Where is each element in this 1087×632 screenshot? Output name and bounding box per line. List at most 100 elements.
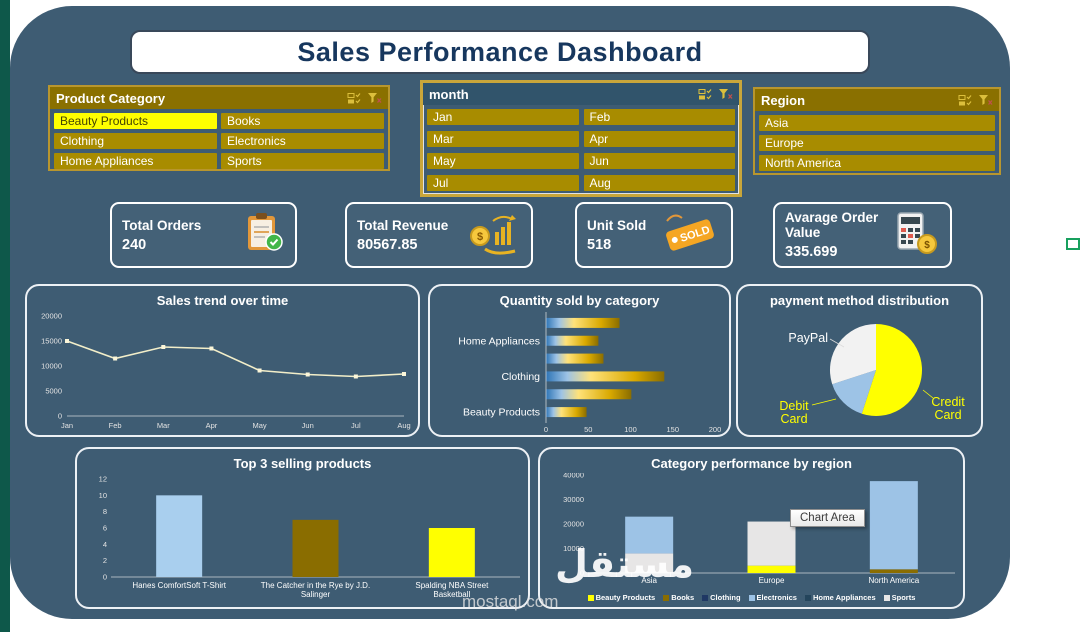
multi-select-icon[interactable] xyxy=(347,92,362,105)
region-performance-chart[interactable]: 0 10000 20000 30000 40000 Asia Europe North Ame… xyxy=(540,471,963,607)
svg-text:Apr: Apr xyxy=(206,421,218,430)
slicer-item-europe[interactable]: Europe xyxy=(759,135,995,151)
kpi-label: Unit Sold xyxy=(587,217,647,233)
svg-text:0: 0 xyxy=(580,569,584,578)
slicer-item-apr[interactable]: Apr xyxy=(583,131,735,147)
top-products-chart[interactable]: 0 2 4 6 8 10 12 Hanes ComfortSoft T-Shirt The Ca… xyxy=(77,471,528,607)
kpi-label: Total Revenue xyxy=(357,217,449,233)
slicer-item-feb[interactable]: Feb xyxy=(583,109,735,125)
money-growth-icon: $ xyxy=(467,210,521,261)
kpi-unit-sold: Unit Sold 518 SOLD xyxy=(575,202,733,268)
sales-trend-panel: Sales trend over time 0 5000 10000 15000 200… xyxy=(25,284,420,437)
slicer-item-electronics[interactable]: Electronics xyxy=(221,133,384,149)
slicer-item-mar[interactable]: Mar xyxy=(427,131,579,147)
svg-text:Europe: Europe xyxy=(759,576,785,585)
cell-selection-marker xyxy=(1066,238,1080,250)
svg-text:15000: 15000 xyxy=(41,337,62,346)
slicer-item-may[interactable]: May xyxy=(427,153,579,169)
svg-text:$: $ xyxy=(477,231,483,243)
slicer-item-jun[interactable]: Jun xyxy=(583,153,735,169)
slicer-item-beauty-products[interactable]: Beauty Products xyxy=(54,113,217,129)
svg-text:10: 10 xyxy=(99,491,107,500)
slicer-item-jul[interactable]: Jul xyxy=(427,175,579,191)
svg-text:Salinger: Salinger xyxy=(301,590,331,599)
svg-text:Card: Card xyxy=(780,412,807,426)
legend-item-beauty-products: Beauty Products xyxy=(587,593,655,602)
kpi-value: 80567.85 xyxy=(357,236,418,253)
multi-select-icon[interactable] xyxy=(958,94,973,107)
slicer-item-books[interactable]: Books xyxy=(221,113,384,129)
slicer-header-month: month xyxy=(423,83,739,105)
svg-text:5000: 5000 xyxy=(45,387,62,396)
svg-text:May: May xyxy=(252,421,266,430)
svg-text:Jan: Jan xyxy=(61,421,73,430)
svg-text:Jul: Jul xyxy=(351,421,361,430)
slicer-item-home-appliances[interactable]: Home Appliances xyxy=(54,153,217,169)
slicer-item-north-america[interactable]: North America xyxy=(759,155,995,171)
svg-text:0: 0 xyxy=(58,412,62,421)
slicer-header-product-category: Product Category xyxy=(50,87,388,109)
svg-text:Jun: Jun xyxy=(302,421,314,430)
svg-text:10000: 10000 xyxy=(563,544,584,553)
watermark-arabic: مستقل xyxy=(555,542,694,586)
slicer-item-clothing[interactable]: Clothing xyxy=(54,133,217,149)
svg-text:Feb: Feb xyxy=(109,421,122,430)
kpi-value: 518 xyxy=(587,236,612,253)
payment-method-chart[interactable]: PayPal Debit Card Credit Card xyxy=(738,308,981,438)
svg-text:0: 0 xyxy=(103,573,107,582)
slicer-month: month Jan Feb Mar Apr May Jun Jul Aug xyxy=(420,80,742,197)
svg-text:Spalding NBA Street: Spalding NBA Street xyxy=(415,581,489,590)
region-performance-panel: Category performance by region 0 10000 200… xyxy=(538,447,965,609)
quantity-by-category-chart[interactable]: Home Appliances Clothing Beauty Products 0 5… xyxy=(430,308,729,438)
svg-text:Aug: Aug xyxy=(397,421,410,430)
svg-text:50: 50 xyxy=(584,425,592,434)
kpi-total-orders: Total Orders 240 xyxy=(110,202,297,268)
left-edge-strip xyxy=(0,0,10,632)
legend-item-electronics: Electronics xyxy=(748,593,797,602)
svg-text:North America: North America xyxy=(868,576,919,585)
slicer-title: Region xyxy=(761,92,806,108)
watermark-domain: mostaql.com xyxy=(462,592,559,611)
slicer-item-asia[interactable]: Asia xyxy=(759,115,995,131)
sales-trend-chart[interactable]: 0 5000 10000 15000 20000 Jan Feb Mar Apr May Jun Ju… xyxy=(27,308,418,435)
svg-text:10000: 10000 xyxy=(41,362,62,371)
svg-text:$: $ xyxy=(924,240,930,251)
top-products-panel: Top 3 selling products 0 2 4 6 8 10 12 Hanes Co… xyxy=(75,447,530,609)
svg-text:12: 12 xyxy=(99,475,107,484)
svg-text:PayPal: PayPal xyxy=(788,331,828,345)
multi-select-icon[interactable] xyxy=(698,88,713,101)
payment-method-panel: payment method distribution PayPal Debit C… xyxy=(736,284,983,437)
slicer-items: Asia Europe North America xyxy=(755,111,999,175)
slicer-item-jan[interactable]: Jan xyxy=(427,109,579,125)
quantity-by-category-panel: Quantity sold by category Home Appliance… xyxy=(428,284,731,437)
clear-filter-icon[interactable] xyxy=(718,88,733,101)
legend-swatch xyxy=(663,594,670,601)
svg-text:150: 150 xyxy=(666,425,679,434)
clear-filter-icon[interactable] xyxy=(978,94,993,107)
svg-text:40000: 40000 xyxy=(563,473,584,480)
clear-filter-icon[interactable] xyxy=(367,92,382,105)
slicer-item-sports[interactable]: Sports xyxy=(221,153,384,169)
svg-text:100: 100 xyxy=(624,425,637,434)
slicer-items: Jan Feb Mar Apr May Jun Jul Aug xyxy=(423,105,739,195)
slicer-product-category: Product Category Beauty Products Books Clo… xyxy=(48,85,390,171)
chart-title: Category performance by region xyxy=(651,456,852,471)
svg-text:Clothing: Clothing xyxy=(501,371,540,383)
svg-text:Card: Card xyxy=(934,408,961,422)
svg-text:200: 200 xyxy=(709,425,722,434)
kpi-value: 240 xyxy=(122,236,147,253)
calculator-coin-icon: $ xyxy=(890,209,940,262)
legend-item-books: Books xyxy=(663,593,694,602)
legend-item-clothing: Clothing xyxy=(702,593,741,602)
chart-title: Quantity sold by category xyxy=(499,293,660,308)
svg-text:Debit: Debit xyxy=(779,399,809,413)
legend-swatch xyxy=(883,594,890,601)
dashboard-title-box: Sales Performance Dashboard xyxy=(130,30,870,74)
legend-item-sports: Sports xyxy=(883,593,915,602)
chart-area-tooltip: Chart Area xyxy=(790,509,865,527)
legend-item-home-appliances: Home Appliances xyxy=(804,593,876,602)
svg-text:Hanes ComfortSoft T-Shirt: Hanes ComfortSoft T-Shirt xyxy=(132,581,226,590)
dashboard-container: Sales Performance Dashboard Product Cate… xyxy=(10,6,1010,619)
slicer-item-aug[interactable]: Aug xyxy=(583,175,735,191)
